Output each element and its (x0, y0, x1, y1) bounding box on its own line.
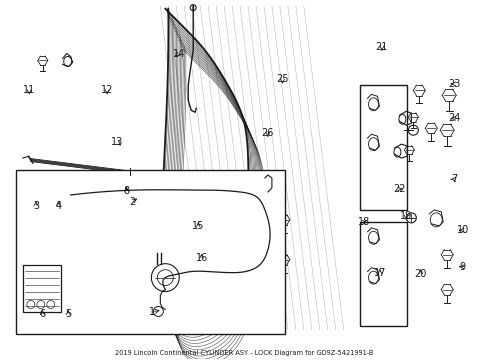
Text: 1: 1 (148, 307, 155, 317)
Text: 8: 8 (123, 186, 129, 196)
Text: 12: 12 (101, 85, 113, 95)
Text: 22: 22 (392, 184, 405, 194)
Bar (359, 222, 407, 327)
Text: 24: 24 (447, 113, 459, 123)
Text: 2: 2 (129, 197, 135, 207)
Text: 11: 11 (23, 85, 35, 95)
Bar (16, 170, 285, 334)
Bar (23, 265, 61, 312)
Text: 15: 15 (192, 221, 204, 231)
Text: 6: 6 (39, 310, 45, 319)
Text: 7: 7 (450, 174, 456, 184)
Text: 19: 19 (399, 211, 411, 221)
Text: 2019 Lincoln Continental CYLINDER ASY - LOCK Diagram for GD9Z-5421991-B: 2019 Lincoln Continental CYLINDER ASY - … (115, 350, 373, 356)
Text: 21: 21 (375, 42, 387, 51)
Text: 10: 10 (456, 225, 468, 235)
Text: 9: 9 (459, 262, 465, 272)
Text: 3: 3 (33, 201, 39, 211)
Text: 4: 4 (55, 201, 61, 211)
Text: 14: 14 (172, 49, 184, 59)
Text: 26: 26 (261, 128, 273, 138)
Bar (359, 85, 407, 210)
Text: 17: 17 (373, 268, 386, 278)
Text: 5: 5 (65, 310, 71, 319)
Text: 25: 25 (276, 74, 288, 84)
Text: 20: 20 (414, 269, 426, 279)
Text: 18: 18 (357, 217, 369, 227)
Text: 16: 16 (195, 253, 207, 263)
Text: 23: 23 (447, 79, 459, 89)
Text: 13: 13 (110, 138, 123, 147)
